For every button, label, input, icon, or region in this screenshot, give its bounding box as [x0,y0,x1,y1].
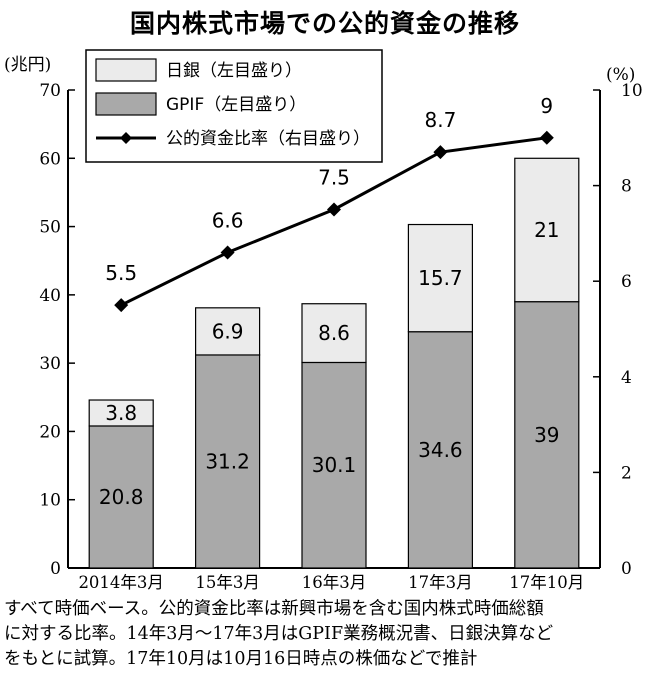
category-label: 16年3月 [302,573,367,592]
left-axis-unit: (兆円) [4,55,51,75]
left-tick-label: 60 [39,149,61,169]
chart-title: 国内株式市場での公的資金の推移 [129,9,520,38]
bar-gpif [88,425,154,569]
legend-swatch-boj [95,58,157,82]
legend-label-gpif: GPIF（左目盛り） [166,95,306,115]
bar-gpif [195,354,261,569]
left-tick-label: 40 [39,286,61,306]
right-tick-label: 8 [621,177,632,197]
bar-boj-value-label: 3.8 [105,401,137,425]
legend: 日銀（左目盛り） GPIF（左目盛り） 公的資金比率（右目盛り） [85,49,383,163]
category-label: 17年10月 [509,573,584,592]
bar-group: 20.8 3.8 31.2 6.9 30.1 8.6 34.6 15.7 39 21 [88,157,580,569]
legend-label-boj: 日銀（左目盛り） [166,61,302,81]
left-tick-label: 10 [39,491,61,511]
bar-boj [88,399,154,427]
category-label: 2014年3月 [78,573,164,592]
ratio-line [120,136,548,307]
right-tick-label: 10 [621,81,643,101]
bar-boj [407,223,473,333]
ratio-value-label: 6.6 [212,209,244,233]
ratio-point [539,130,554,145]
bar-boj-value-label: 21 [534,218,559,242]
ratio-line-group: 5.5 6.6 7.5 8.7 9 [105,94,554,313]
left-tick-label: 70 [39,81,61,101]
footnote: すべて時価ベース。公的資金比率は新興市場を含む国内株式時価総額 に対する比率。1… [4,599,554,669]
right-tick-label: 0 [621,559,632,579]
right-tick-label: 6 [621,272,632,292]
category-label: 17年3月 [408,573,473,592]
bar-boj [195,307,261,356]
ratio-point [327,202,341,217]
bar-boj [301,303,367,364]
bar-gpif-value-label: 34.6 [418,438,463,462]
legend-swatch-marker [120,132,132,144]
left-tick-label: 0 [50,559,61,579]
right-tick-label: 4 [621,368,632,388]
category-label: 15年3月 [195,573,260,592]
ratio-point [114,298,129,313]
bar-boj-value-label: 8.6 [318,321,350,345]
right-axis-unit: (%) [606,65,635,85]
left-tick-label: 20 [39,422,61,442]
left-tick-label: 30 [39,354,61,374]
bar-boj-value-label: 6.9 [212,319,244,343]
legend-swatch-gpif [95,92,157,116]
bar-gpif-value-label: 31.2 [205,449,250,473]
left-tick-label: 50 [39,218,61,238]
bar-boj [514,157,580,303]
right-tick-label: 2 [621,463,632,483]
bar-gpif [514,301,580,569]
ratio-value-label: 7.5 [318,166,350,190]
bar-gpif-value-label: 39 [534,423,559,447]
bar-gpif-value-label: 30.1 [312,453,357,477]
ratio-point [220,245,235,260]
ratio-value-label: 9 [540,94,553,118]
bar-gpif-value-label: 20.8 [99,485,144,509]
legend-label-line: 公的資金比率（右目盛り） [166,129,370,149]
ratio-point [433,145,448,160]
ratio-value-label: 8.7 [424,108,456,132]
ratio-value-label: 5.5 [105,261,137,285]
bar-boj-value-label: 15.7 [418,266,463,290]
